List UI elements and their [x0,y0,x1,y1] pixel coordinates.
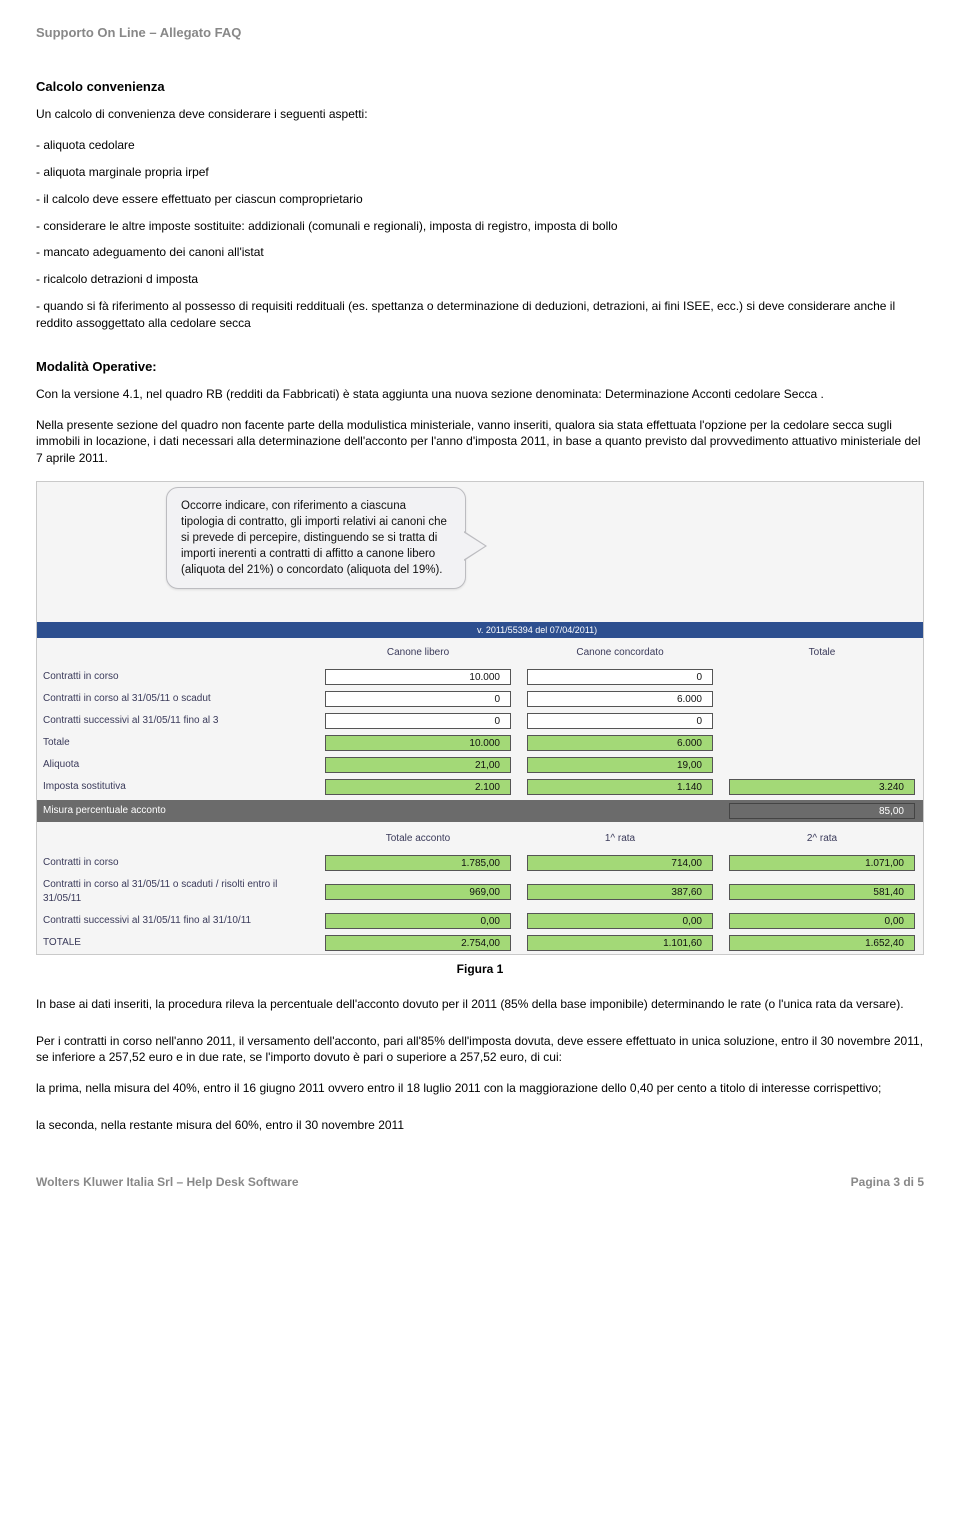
value-cell: 2.754,00 [325,935,511,951]
figure-wrapper: Occorre indicare, con riferimento a cias… [36,481,924,955]
form-title-bar: v. 2011/55394 del 07/04/2011) [37,622,923,638]
row-label: Contratti in corso al 31/05/11 o scaduti… [37,874,317,910]
row-label: Contratti successivi al 31/05/11 fino al… [37,910,317,932]
row-label: Misura percentuale acconto [37,800,317,822]
col-header: Totale acconto [317,826,519,852]
bullet-item: - quando si fà riferimento al possesso d… [36,298,924,332]
footer-right: Pagina 3 di 5 [851,1174,924,1191]
body-paragraph: In base ai dati inseriti, la procedura r… [36,996,924,1013]
footer-left: Wolters Kluwer Italia Srl – Help Desk So… [36,1174,299,1191]
body-paragraph: Con la versione 4.1, nel quadro RB (redd… [36,386,924,403]
value-cell: 0,00 [729,913,915,929]
callout-box: Occorre indicare, con riferimento a cias… [166,487,466,589]
col-header: Canone concordato [519,640,721,666]
col-header: 2^ rata [721,826,923,852]
section-title: Calcolo convenienza [36,78,924,96]
row-label: Imposta sostitutiva [37,776,317,798]
value-cell: 0 [527,713,713,729]
value-cell: 581,40 [729,884,915,900]
value-cell: 0 [527,669,713,685]
intro-paragraph: Un calcolo di convenienza deve considera… [36,106,924,123]
value-cell: 1.071,00 [729,855,915,871]
value-cell: 387,60 [527,884,713,900]
value-cell: 21,00 [325,757,511,773]
col-header: Totale [721,640,923,666]
value-cell: 714,00 [527,855,713,871]
row-label: Contratti in corso [37,852,317,874]
row-label: Contratti in corso al 31/05/11 o scadut [37,688,317,710]
row-label: Totale [37,732,317,754]
section-title: Modalità Operative: [36,358,924,376]
value-cell: 10.000 [325,669,511,685]
value-cell: 6.000 [527,691,713,707]
bullet-item: - mancato adeguamento dei canoni all'ist… [36,244,924,261]
value-cell: 6.000 [527,735,713,751]
value-cell: 0 [325,713,511,729]
value-cell [729,735,915,751]
bullet-item: - aliquota marginale propria irpef [36,164,924,181]
col-header: Canone libero [317,640,519,666]
value-cell: 10.000 [325,735,511,751]
value-cell [729,757,915,773]
bullet-item: - ricalcolo detrazioni d imposta [36,271,924,288]
value-cell: 0,00 [527,913,713,929]
page-footer: Wolters Kluwer Italia Srl – Help Desk So… [36,1174,924,1191]
value-cell: 2.100 [325,779,511,795]
value-cell: 1.101,60 [527,935,713,951]
bullet-item: - il calcolo deve essere effettuato per … [36,191,924,208]
body-paragraph: la seconda, nella restante misura del 60… [36,1117,924,1134]
value-cell: 0 [325,691,511,707]
body-paragraph: la prima, nella misura del 40%, entro il… [36,1080,924,1097]
value-cell [729,713,915,729]
value-cell: 85,00 [729,803,915,819]
value-cell: 969,00 [325,884,511,900]
value-cell: 1.140 [527,779,713,795]
bullet-item: - considerare le altre imposte sostituit… [36,218,924,235]
figure-caption: Figura 1 [36,961,924,978]
bullet-item: - aliquota cedolare [36,137,924,154]
value-cell: 19,00 [527,757,713,773]
row-label: Contratti in corso [37,666,317,688]
col-header: 1^ rata [519,826,721,852]
body-paragraph: Nella presente sezione del quadro non fa… [36,417,924,467]
row-label: Contratti successivi al 31/05/11 fino al… [37,710,317,732]
value-cell [729,669,915,685]
row-label: Aliquota [37,754,317,776]
value-cell: 1.652,40 [729,935,915,951]
value-cell: 0,00 [325,913,511,929]
value-cell: 3.240 [729,779,915,795]
page-header: Supporto On Line – Allegato FAQ [36,24,924,42]
body-paragraph: Per i contratti in corso nell'anno 2011,… [36,1033,924,1067]
value-cell [729,691,915,707]
value-cell: 1.785,00 [325,855,511,871]
row-label: TOTALE [37,932,317,954]
